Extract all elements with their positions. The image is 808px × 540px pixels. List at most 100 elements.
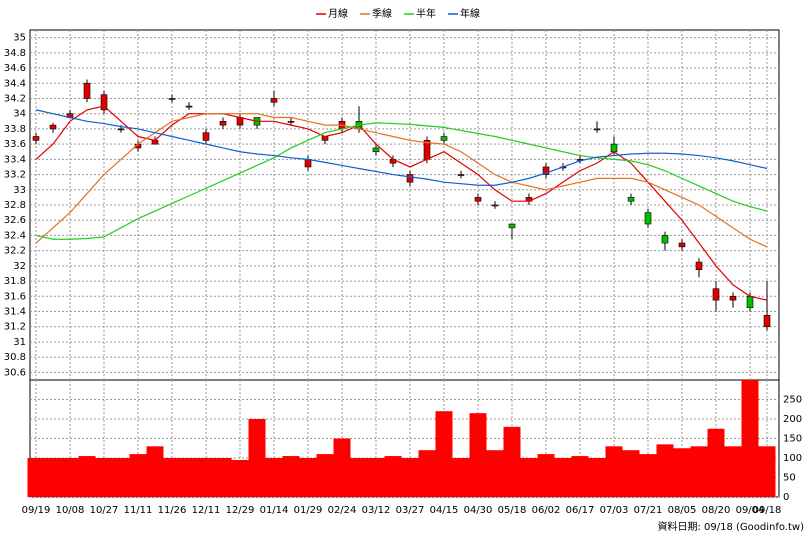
candle-body [236,117,244,126]
volume-bar [367,458,385,497]
volume-bar [299,458,317,497]
candle-body [117,128,125,131]
x-tick-label: 08/05 [668,505,697,516]
volume-bar [758,446,776,497]
volume-bar [656,444,674,497]
volume-bar [452,458,470,497]
x-tick-label: 07/03 [600,505,629,516]
candle-body [678,242,686,248]
candle-body [763,315,771,328]
x-tick-label: 03/12 [362,505,391,516]
candle-body [202,132,210,141]
candle-body [440,136,448,141]
x-tick-label: 01/29 [294,505,323,516]
y-tick-label: 32.2 [4,246,26,257]
candle-body [83,82,91,99]
candle-body [542,166,550,175]
y2-tick-label: 0 [783,492,789,503]
y-tick-label: 32 [13,261,26,272]
candle-body [491,204,499,207]
volume-bar [350,458,368,497]
volume-bar [639,454,657,497]
volume-bar [622,450,640,497]
volume-bar [435,411,453,497]
volume-bar [418,450,436,497]
y-tick-label: 34.8 [4,48,26,59]
x-tick-label: 09/19 [22,505,51,516]
y2-tick-label: 250 [783,395,802,406]
y-tick-label: 34.6 [4,63,26,74]
volume-bar [537,454,555,497]
candle-body [270,98,278,103]
volume-bar [214,458,232,497]
y2-tick-label: 200 [783,414,802,425]
y-tick-label: 34.2 [4,93,26,104]
volume-bar [384,456,402,497]
y-tick-label: 30.6 [4,367,26,378]
candle-body [729,296,737,301]
volume-bar [282,456,300,497]
volume-bar [265,458,283,497]
x-tick-label: 06/02 [532,505,561,516]
candle-body [593,128,601,131]
x-tick-label: 05/18 [498,505,527,516]
candle-body [644,212,652,225]
y-tick-label: 32.6 [4,215,26,226]
x-tick-label: 02/24 [328,505,357,516]
x-tick-label: 04/15 [430,505,459,516]
candle-body [100,94,108,111]
x-tick-label: 07/21 [634,505,663,516]
ma-line [35,122,768,240]
volume-bar [180,458,198,497]
volume-bar [724,446,742,497]
ma-line [35,105,768,301]
candle-body [508,223,516,229]
ma-line [35,113,768,248]
candle-body [168,98,176,100]
y2-tick-label: 50 [783,473,796,484]
volume-bar [248,419,266,497]
y-tick-label: 32.8 [4,200,26,211]
candle-body [185,105,193,108]
volume-bar [27,458,45,497]
legend-label: 年線 [460,7,480,20]
volume-bar [163,458,181,497]
y-tick-label: 31.8 [4,276,26,287]
candle-body [746,296,754,309]
x-tick-label: 06/17 [566,505,595,516]
y2-tick-label: 150 [783,434,802,445]
volume-bar [197,458,215,497]
x-tick-label: 09/04 [736,505,765,516]
candle-body [49,124,57,130]
candle-body [610,143,618,153]
x-tick-label: 08/20 [702,505,731,516]
candle-body [457,174,465,176]
y-tick-label: 34.4 [4,78,26,89]
candle-body [695,261,703,270]
x-tick-label: 03/27 [396,505,425,516]
candle-body [219,121,227,126]
volume-bar [112,458,130,497]
volume-bar [316,454,334,497]
x-tick-label: 11/26 [158,505,187,516]
candle-body [32,136,40,141]
volume-bar [231,459,249,497]
y-tick-label: 31.2 [4,322,26,333]
candle-body [661,235,669,244]
volume-bar [44,458,62,497]
volume-bar [146,446,164,497]
x-tick-label: 12/29 [226,505,255,516]
volume-bar [503,426,521,497]
volume-bar [673,448,691,497]
volume-bar [690,446,708,497]
y-tick-label: 30.8 [4,352,26,363]
volume-bar [95,458,113,497]
volume-bar [61,458,79,497]
volume-bar [469,413,487,497]
footer: 資料日期: 09/18 (Goodinfo.tw) [657,520,804,533]
y-tick-label: 32.4 [4,230,26,241]
volume-bar [129,454,147,497]
y-tick-label: 31 [13,337,26,348]
x-tick-label: 11/11 [124,505,153,516]
